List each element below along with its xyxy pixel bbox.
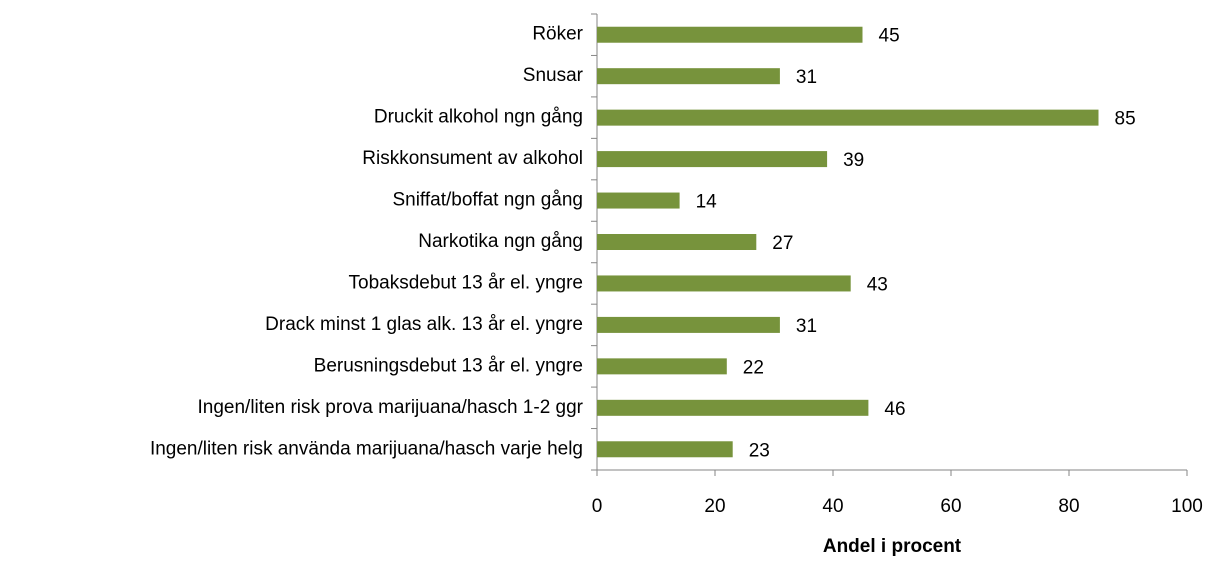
value-label: 31 [796,316,817,337]
y-tick-label: Tobaksdebut 13 år el. yngre [349,272,584,293]
value-label: 43 [867,274,888,295]
bar [597,68,780,85]
bar [597,275,851,292]
x-tick-label: 0 [592,496,603,517]
x-tick-label: 80 [1058,496,1079,517]
x-tick-label: 100 [1171,496,1203,517]
x-tick-label: 40 [822,496,843,517]
y-tick-label: Riskkonsument av alkohol [362,148,583,169]
bar [597,399,869,416]
y-tick-label: Sniffat/boffat ngn gång [392,190,583,211]
value-label: 85 [1115,109,1136,130]
bar [597,109,1099,126]
y-tick-label: Narkotika ngn gång [418,231,583,252]
bar [597,234,757,250]
bar [597,151,828,168]
value-label: 31 [796,67,817,88]
y-tick-label: Drack minst 1 glas alk. 13 år el. yngre [265,314,583,335]
value-label: 27 [772,233,793,254]
y-tick-label: Ingen/liten risk prova marijuana/hasch 1… [198,397,584,418]
value-label: 46 [884,399,905,420]
value-label: 14 [696,192,718,213]
bar [597,316,780,333]
y-tick-label: Berusningsdebut 13 år el. yngre [314,355,583,376]
x-tick-label: 60 [940,496,961,517]
value-label: 22 [743,357,764,378]
x-tick-label: 20 [704,496,725,517]
bar [597,358,727,375]
bar [597,192,680,209]
value-label: 45 [879,26,900,47]
value-label: 23 [749,440,770,461]
y-tick-label: Ingen/liten risk använda marijuana/hasch… [150,438,583,459]
bar [597,26,863,43]
x-axis-label: Andel i procent [823,536,962,557]
value-label: 39 [843,150,864,171]
y-tick-label: Druckit alkohol ngn gång [374,107,583,128]
y-tick-label: Röker [532,24,583,45]
y-tick-label: Snusar [523,65,584,86]
bar [597,441,733,458]
